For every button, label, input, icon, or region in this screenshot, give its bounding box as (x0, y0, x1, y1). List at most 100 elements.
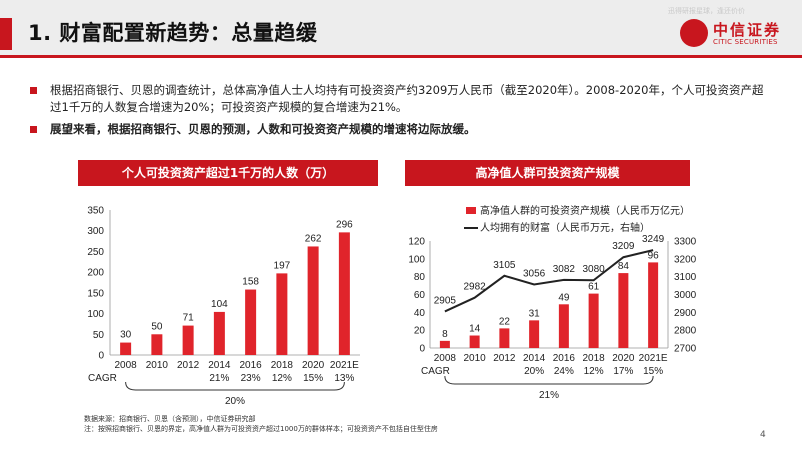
chart1-y-tick-label: 250 (87, 247, 104, 258)
bullet-point-2: 展望来看，根据招商银行、贝恩的预测，人数和可投资资产规模的增速将边际放缓。 (30, 121, 770, 138)
chart1-x-tick-label: 2008 (115, 360, 138, 371)
chart2-line-label: 3249 (642, 234, 665, 245)
chart2-bar-label: 49 (558, 292, 570, 303)
chart2-line-label: 3105 (493, 260, 516, 271)
chart2-line-label: 2982 (464, 282, 487, 293)
chart1-y-tick-label: 200 (87, 268, 104, 279)
bullet-text-1: 根据招商银行、贝恩的调查统计，总体高净值人士人均持有可投资资产约3209万人民币… (50, 83, 764, 114)
footnote-source: 数据来源：招商银行、贝恩（含预测），中信证券研究部 (84, 415, 256, 423)
bullet-text-2: 展望来看，根据招商银行、贝恩的预测，人数和可投资资产规模的增速将边际放缓。 (50, 122, 476, 136)
chart1-bar (276, 273, 288, 355)
chart2-bar (439, 340, 450, 348)
chart1-x-tick-label: 2021E (330, 360, 359, 371)
chart1-x-tick-label: 2014 (208, 360, 231, 371)
chart2-bar (648, 262, 659, 348)
chart1-bar (213, 311, 225, 355)
chart2-right-tick-label: 2700 (674, 344, 697, 355)
chart2-left-tick-label: 0 (419, 344, 425, 355)
chart1-cagr-value: 21% (209, 373, 229, 384)
chart2-cagr-value: 15% (643, 366, 663, 377)
chart2-cagr-value: 24% (554, 366, 574, 377)
chart2-x-tick-label: 2014 (523, 353, 546, 364)
chart1-title: 个人可投资资产超过1千万的人数（万） (78, 160, 378, 186)
bullet-point-1: 根据招商银行、贝恩的调查统计，总体高净值人士人均持有可投资资产约3209万人民币… (30, 82, 770, 116)
chart2-bar (558, 304, 569, 348)
chart2-line-label: 3056 (523, 269, 546, 280)
chart2-bar-label: 61 (588, 282, 600, 293)
chart1-y-tick-label: 0 (98, 351, 104, 362)
chart2-x-tick-label: 2021E (639, 353, 668, 364)
chart2-x-tick-label: 2008 (434, 353, 457, 364)
chart1-y-tick-label: 150 (87, 288, 104, 299)
chart1-cagr-label: CAGR (88, 373, 117, 384)
chart2-x-tick-label: 2016 (553, 353, 576, 364)
chart1-data-label: 50 (151, 321, 163, 332)
chart1-cagr-total: 20% (225, 396, 245, 407)
chart2-cagr-bracket (444, 375, 654, 385)
chart2-bar (499, 328, 510, 348)
chart2-left-tick-label: 20 (414, 326, 426, 337)
chart2-left-tick-label: 80 (414, 272, 426, 283)
chart2-bar-label: 14 (469, 324, 481, 335)
header-rule (0, 55, 802, 58)
chart1-data-label: 296 (336, 219, 353, 230)
chart1-data-label: 197 (274, 260, 291, 271)
chart1-x-tick-label: 2010 (146, 360, 169, 371)
chart1-cagr-value: 23% (241, 373, 261, 384)
chart2-right-tick-label: 3300 (674, 237, 697, 248)
chart2-line-label: 2905 (434, 295, 457, 306)
chart1-y-tick-label: 300 (87, 226, 104, 237)
chart2-legend-bar-swatch (466, 207, 476, 214)
chart2-line-label: 3082 (553, 264, 576, 275)
chart1-cagr-value: 15% (303, 373, 323, 384)
chart2-bar-label: 31 (529, 308, 541, 319)
title-accent-bar (0, 18, 12, 50)
chart1-bar (307, 246, 319, 355)
watermark-text: 迅得研报星球，逢还价价 (668, 7, 745, 15)
chart2-bar-label: 96 (648, 250, 660, 261)
chart2-left-tick-label: 120 (408, 237, 425, 248)
chart1-data-label: 71 (183, 313, 195, 324)
chart2-bar-label: 8 (442, 329, 448, 340)
chart1-bar (245, 289, 257, 355)
chart2-bar (618, 273, 629, 348)
chart1-x-tick-label: 2018 (271, 360, 294, 371)
logo-name-en: CITIC SECURITIES (713, 38, 778, 46)
chart2-right-tick-label: 3100 (674, 272, 697, 283)
chart1-data-label: 262 (305, 233, 322, 244)
chart1-data-label: 158 (242, 277, 259, 288)
chart2-x-tick-label: 2018 (583, 353, 606, 364)
chart2-left-tick-label: 40 (414, 308, 426, 319)
chart1-bar (120, 342, 132, 355)
chart2-cagr-value: 20% (524, 366, 544, 377)
chart2-legend-bar-label: 高净值人群的可投资资产规模（人民币万亿元） (480, 204, 690, 217)
footnote-note: 注：按照招商银行、贝恩的界定，高净值人群为可投资资产超过1000万的群体样本；可… (84, 425, 438, 433)
chart2-right-tick-label: 3000 (674, 290, 697, 301)
chart2-cagr-value: 12% (584, 366, 604, 377)
logo-seal-icon (680, 19, 708, 47)
company-logo: 中信证券 CITIC SECURITIES (680, 18, 798, 48)
chart2-x-tick-label: 2010 (464, 353, 487, 364)
chart2-cagr-value: 17% (613, 366, 633, 377)
chart1-bar (182, 325, 194, 355)
chart1-x-tick-label: 2016 (240, 360, 263, 371)
chart2-right-tick-label: 3200 (674, 254, 697, 265)
chart2-cagr-label: CAGR (421, 366, 450, 377)
page-title: 1. 财富配置新趋势：总量趋缓 (28, 21, 318, 45)
chart1-y-tick-label: 50 (93, 330, 105, 341)
chart2-line-label: 3080 (583, 264, 606, 275)
logo-name-cn: 中信证券 (713, 21, 782, 39)
chart2-bar (529, 320, 540, 348)
bullet-square-icon (30, 87, 37, 94)
chart2-right-tick-label: 2900 (674, 308, 697, 319)
chart2-bar (588, 293, 599, 348)
chart1-cagr-value: 13% (334, 373, 354, 384)
page-number: 4 (760, 430, 766, 440)
chart1-y-tick-label: 100 (87, 309, 104, 320)
chart2-bar (469, 335, 480, 348)
chart1-cagr-value: 12% (272, 373, 292, 384)
chart2-cagr-total: 21% (539, 390, 559, 401)
chart1-x-tick-label: 2012 (177, 360, 200, 371)
chart1-bar (151, 334, 163, 355)
